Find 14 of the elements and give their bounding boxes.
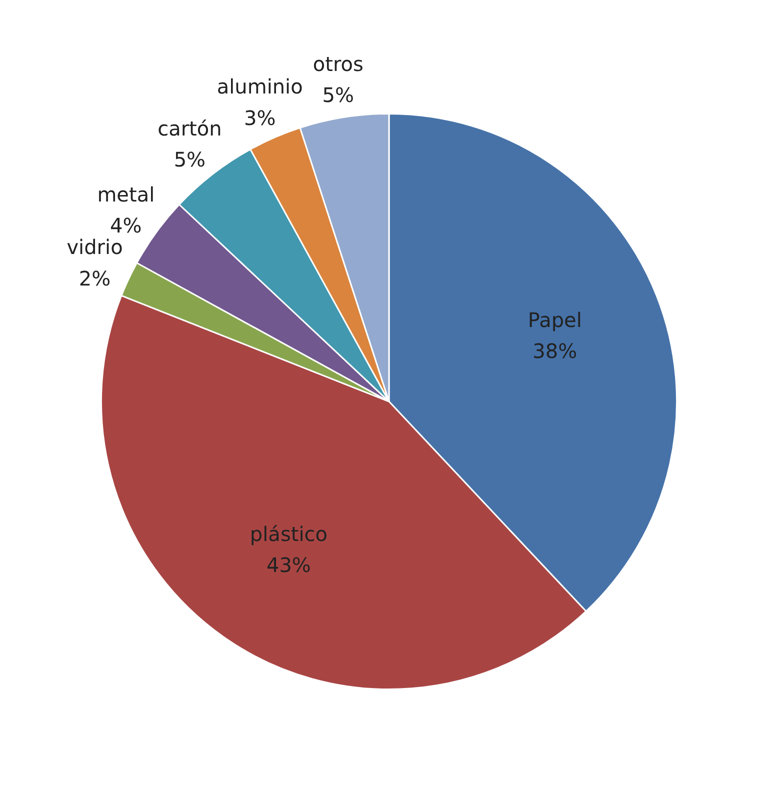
slice-label: aluminio <box>216 74 303 99</box>
slice-label: Papel <box>528 308 582 332</box>
slice-label: cartón <box>158 116 222 140</box>
data-label: 3% <box>244 106 276 130</box>
data-label: 38% <box>532 339 578 364</box>
data-label: 4% <box>110 213 142 238</box>
slice-label: otros <box>312 52 364 76</box>
data-label: 5% <box>322 83 354 108</box>
slice-label: vidrio <box>66 235 123 260</box>
data-label: 43% <box>266 553 311 578</box>
slice-label: plástico <box>250 522 328 546</box>
slice-label: metal <box>97 182 155 206</box>
data-label: 5% <box>174 148 206 172</box>
data-label: 2% <box>78 266 111 290</box>
